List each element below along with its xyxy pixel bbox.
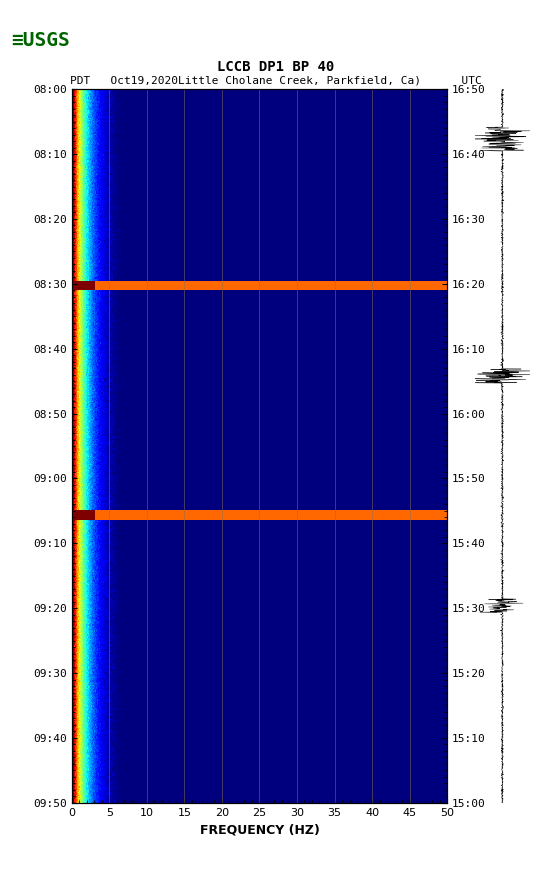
Text: ≡USGS: ≡USGS [11, 31, 70, 50]
Text: PDT   Oct19,2020Little Cholane Creek, Parkfield, Ca)      UTC: PDT Oct19,2020Little Cholane Creek, Park… [70, 75, 482, 86]
Text: LCCB DP1 BP 40: LCCB DP1 BP 40 [217, 60, 335, 74]
X-axis label: FREQUENCY (HZ): FREQUENCY (HZ) [199, 823, 320, 836]
